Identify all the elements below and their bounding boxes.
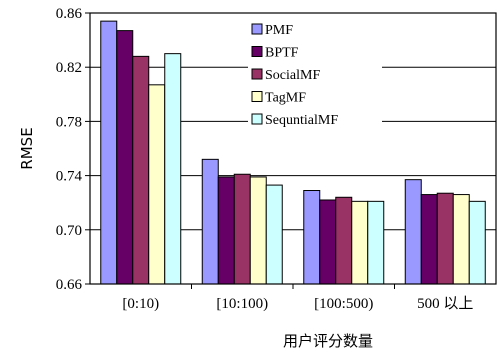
- y-tick-label-1: 0.70: [56, 223, 82, 239]
- bar-socialmf-2: [335, 196, 353, 285]
- bar-bptf-3: [420, 194, 438, 285]
- bar-socialmf-0: [132, 55, 150, 285]
- bars: [100, 20, 486, 285]
- legend-label-pmf: PMF: [265, 23, 293, 38]
- bar-bptf-0: [116, 30, 134, 285]
- bar-sequntialmf-3: [468, 200, 486, 285]
- legend-swatch-pmf: [251, 23, 263, 35]
- y-tick-label-5: 0.86: [56, 6, 83, 22]
- bar-sequntialmf-0: [164, 53, 182, 285]
- legend-swatch-socialmf: [251, 68, 263, 80]
- x-axis-label: 用户评分数量: [283, 332, 373, 350]
- legend-swatch-tagmf: [251, 91, 263, 102]
- y-tick-label-0: 0.66: [56, 277, 83, 293]
- legend-swatch-bptf: [251, 46, 263, 57]
- y-tick-label-4: 0.82: [56, 60, 82, 76]
- x-category-label-1: [10:100): [216, 296, 268, 312]
- x-category-label-3: 500 以上: [417, 295, 473, 312]
- bar-tagmf-3: [452, 194, 470, 285]
- bar-bptf-2: [319, 199, 337, 285]
- bar-tagmf-1: [249, 176, 267, 285]
- y-axis-label: RMSE: [18, 127, 36, 169]
- legend: PMF BPTF SocialMF TagMF SequntialMF: [248, 19, 382, 136]
- bar-socialmf-3: [436, 192, 454, 285]
- x-category-label-2: [100:500): [314, 296, 373, 312]
- legend-label-sequntialmf: SequntialMF: [265, 113, 338, 128]
- legend-label-tagmf: TagMF: [265, 91, 306, 106]
- legend-label-socialmf: SocialMF: [265, 68, 320, 83]
- x-category-label-0: [0:10): [122, 296, 159, 312]
- bar-bptf-1: [217, 176, 235, 285]
- bar-pmf-1: [201, 158, 219, 285]
- bar-pmf-2: [303, 190, 321, 285]
- bar-pmf-0: [100, 20, 118, 285]
- y-tick-label-3: 0.78: [56, 114, 82, 130]
- y-tick-label-2: 0.74: [56, 169, 83, 185]
- legend-background: [248, 19, 382, 136]
- bar-sequntialmf-2: [367, 200, 385, 285]
- bar-tagmf-2: [351, 200, 369, 285]
- bar-pmf-3: [404, 179, 422, 285]
- legend-swatch-sequntialmf: [251, 113, 263, 125]
- bar-tagmf-0: [148, 84, 166, 285]
- legend-label-bptf: BPTF: [265, 46, 299, 61]
- bar-sequntialmf-1: [265, 184, 283, 285]
- y-axis-ticks: 0.66 0.70 0.74 0.78 0.82 0.86: [56, 6, 90, 293]
- bar-socialmf-1: [233, 173, 251, 285]
- x-axis-categories: [0:10) [10:100) [100:500) 500 以上: [122, 284, 473, 312]
